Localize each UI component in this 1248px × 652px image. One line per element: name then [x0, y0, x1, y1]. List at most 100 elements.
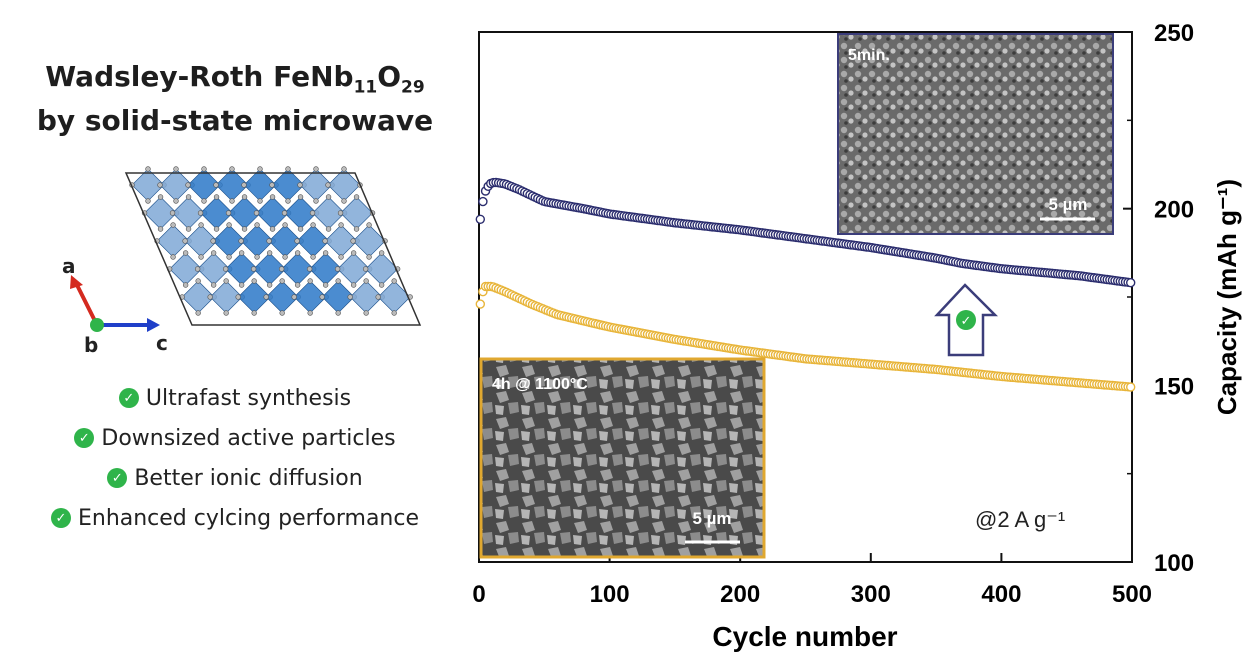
oxygen-atom [157, 226, 164, 232]
oxygen-atom [322, 250, 329, 256]
benefit-item: ✓ Ultrafast synthesis [0, 378, 470, 418]
oxygen-atom [185, 194, 192, 200]
oxygen-atom [310, 222, 316, 228]
oxygen-atom [201, 198, 207, 204]
oxygen-atom [378, 282, 385, 288]
scale-bar-label-conventional: 5 µm [692, 509, 731, 528]
x-axis-ticks: 0 100 200 300 400 500 [472, 553, 1152, 608]
data-point [1125, 277, 1136, 288]
current-density-annotation: @2 A g⁻¹ [975, 507, 1065, 532]
check-icon: ✓ [74, 428, 95, 448]
structure-panel: Wadsley-Roth FeNb11O29 by solid-state mi… [0, 0, 470, 652]
crystal-structure-diagram: a b c [62, 166, 422, 357]
oxygen-atom [282, 254, 288, 260]
oxygen-atom [157, 182, 163, 188]
oxygen-atom [366, 222, 372, 228]
oxygen-atom [198, 222, 204, 228]
oxygen-atom [297, 182, 303, 188]
benefit-item: ✓ Better ionic diffusion [0, 458, 470, 498]
oxygen-atom [325, 194, 332, 200]
oxygen-atom [307, 310, 313, 316]
benefit-item: ✓ Enhanced cylcing performance [0, 498, 470, 538]
axis-b-label: b [84, 333, 98, 357]
oxygen-atom [173, 198, 179, 204]
sem-inset-microwave: 5min. 5 µm [837, 33, 1114, 235]
oxygen-atom [353, 226, 360, 232]
oxygen-atom [363, 310, 369, 316]
oxygen-atom [338, 254, 344, 260]
oxygen-atom [294, 238, 300, 244]
oxygen-atom [313, 166, 319, 172]
oxygen-atom [182, 250, 189, 256]
oxygen-atom [185, 226, 192, 232]
check-icon [956, 310, 976, 330]
x-tick-label: 300 [851, 581, 891, 608]
oxygen-atom [170, 254, 176, 260]
oxygen-atom [253, 210, 260, 216]
oxygen-atom [238, 238, 244, 244]
benefit-item: ✓ Downsized active particles [0, 418, 470, 458]
improvement-arrow: ✓ [934, 283, 999, 357]
oxygen-atom [169, 210, 176, 216]
sem-inset-conventional: 4h @ 1100°C 5 µm [479, 357, 766, 559]
oxygen-atom [250, 266, 257, 272]
oxygen-atom [350, 238, 356, 244]
axis-c-arrowhead [147, 318, 160, 332]
oxygen-atom [201, 166, 207, 172]
oxygen-atom [375, 294, 381, 300]
oxygen-atom [319, 294, 325, 300]
oxygen-atom [210, 282, 217, 288]
oxygen-atom [353, 194, 360, 200]
oxygen-atom [307, 278, 313, 284]
octahedra-layer [129, 166, 413, 316]
oxygen-atom [251, 278, 257, 284]
oxygen-atom [145, 198, 151, 204]
oxygen-atom [170, 222, 176, 228]
oxygen-atom [235, 294, 241, 300]
oxygen-atom [197, 210, 204, 216]
oxygen-atom [226, 222, 232, 228]
oxygen-atom [313, 198, 319, 204]
oxygen-atom [210, 250, 217, 256]
data-point [475, 299, 486, 309]
oxygen-atom [322, 238, 328, 244]
y-tick-label: 250 [1154, 20, 1194, 47]
oxygen-atom [325, 226, 332, 232]
panel-title-line2: by solid-state microwave [36, 104, 434, 137]
oxygen-atom [281, 210, 288, 216]
oxygen-atom [213, 226, 220, 232]
benefits-list: ✓ Ultrafast synthesis ✓ Downsized active p… [0, 378, 470, 538]
x-tick-label: 200 [720, 581, 760, 608]
oxygen-atom [241, 194, 248, 200]
oxygen-atom [350, 282, 357, 288]
oxygen-atom [335, 278, 341, 284]
x-tick-label: 100 [590, 581, 630, 608]
oxygen-atom [291, 294, 297, 300]
data-point [1125, 382, 1136, 392]
axis-a-arrowhead [70, 275, 83, 289]
oxygen-atom [341, 198, 347, 204]
oxygen-atom [338, 222, 344, 228]
oxygen-atom [363, 278, 369, 284]
oxygen-atom [198, 254, 204, 260]
oxygen-atom [309, 210, 316, 216]
oxygen-atom [391, 278, 397, 284]
oxygen-atom [279, 310, 285, 316]
y-axis-label: Capacity (mAh g⁻¹) [1212, 179, 1242, 415]
oxygen-atom [334, 266, 341, 272]
axis-a-arrow [74, 282, 99, 326]
inset-label-microwave: 5min. [848, 47, 890, 64]
check-mark: ✓ [961, 314, 972, 329]
y-tick-label: 150 [1154, 373, 1194, 400]
oxygen-atom [254, 254, 260, 260]
y-axis-ticks: 100 150 200 250 [1123, 20, 1194, 577]
oxygen-atom [213, 182, 219, 188]
oxygen-atom [251, 310, 257, 316]
oxygen-atom [257, 198, 263, 204]
oxygen-atom [350, 250, 357, 256]
inset-label-conventional: 4h @ 1100°C [492, 376, 588, 393]
oxygen-atom [229, 198, 235, 204]
axis-a-label: a [62, 254, 76, 278]
oxygen-atom [266, 250, 273, 256]
oxygen-atom [195, 278, 201, 284]
